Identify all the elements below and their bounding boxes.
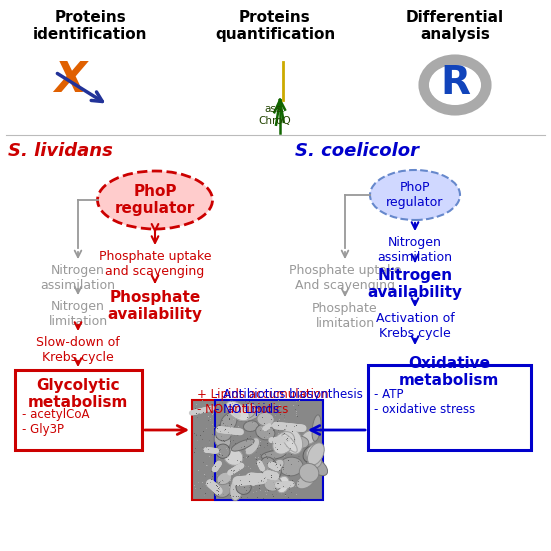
FancyBboxPatch shape	[215, 400, 323, 500]
Ellipse shape	[256, 424, 275, 440]
Ellipse shape	[301, 430, 317, 445]
Ellipse shape	[220, 413, 237, 431]
Ellipse shape	[216, 444, 230, 458]
Text: Proteins
quantification: Proteins quantification	[215, 10, 335, 42]
Ellipse shape	[283, 428, 302, 454]
Text: Nitrogen
limitation: Nitrogen limitation	[48, 300, 107, 328]
Ellipse shape	[244, 421, 258, 431]
Text: Activation of
Krebs cycle: Activation of Krebs cycle	[376, 312, 455, 340]
Ellipse shape	[234, 407, 261, 422]
Ellipse shape	[429, 65, 481, 105]
Ellipse shape	[307, 443, 324, 465]
Ellipse shape	[220, 421, 235, 435]
Ellipse shape	[271, 460, 284, 471]
Text: Glycolytic
metabolism: Glycolytic metabolism	[28, 378, 128, 410]
Ellipse shape	[231, 439, 254, 451]
Ellipse shape	[236, 479, 251, 494]
Ellipse shape	[305, 464, 319, 479]
Text: X: X	[54, 59, 86, 101]
Ellipse shape	[279, 457, 303, 476]
Ellipse shape	[303, 446, 317, 462]
Text: - ATP
- oxidative stress: - ATP - oxidative stress	[374, 388, 476, 416]
Ellipse shape	[296, 474, 315, 489]
Text: Nitrogen
availability: Nitrogen availability	[368, 268, 462, 300]
Text: S. coelicolor: S. coelicolor	[295, 142, 419, 160]
Text: ass.
ChroQ: ass. ChroQ	[258, 104, 291, 126]
Text: R: R	[440, 64, 470, 102]
Ellipse shape	[98, 171, 213, 229]
Ellipse shape	[257, 412, 274, 426]
Ellipse shape	[273, 431, 295, 454]
Text: + Lipids accumulation
- NO antibiotics: + Lipids accumulation - NO antibiotics	[197, 388, 328, 416]
Ellipse shape	[312, 415, 321, 441]
Ellipse shape	[268, 466, 282, 479]
Text: Slow-down of
Krebs cycle: Slow-down of Krebs cycle	[36, 336, 120, 364]
FancyBboxPatch shape	[192, 400, 300, 500]
Text: Differential
analysis: Differential analysis	[406, 10, 504, 42]
Ellipse shape	[224, 449, 243, 466]
Ellipse shape	[214, 432, 231, 449]
Text: Phosphate
limitation: Phosphate limitation	[312, 302, 378, 330]
Ellipse shape	[217, 472, 232, 485]
Ellipse shape	[282, 434, 297, 452]
Text: PhoP
regulator: PhoP regulator	[386, 181, 444, 209]
Ellipse shape	[260, 457, 278, 477]
Ellipse shape	[240, 403, 257, 419]
Ellipse shape	[294, 436, 309, 448]
Ellipse shape	[277, 476, 289, 493]
Text: Phosphate uptake
And scavenging: Phosphate uptake And scavenging	[289, 264, 401, 292]
Text: PhoP
regulator: PhoP regulator	[115, 184, 195, 216]
Text: Phosphate
availability: Phosphate availability	[107, 290, 203, 322]
Ellipse shape	[230, 478, 243, 500]
Text: - acetylCoA
- Gly3P: - acetylCoA - Gly3P	[22, 408, 89, 436]
Text: Nitrogen
assimilation: Nitrogen assimilation	[41, 264, 116, 292]
Text: Proteins
identification: Proteins identification	[33, 10, 147, 42]
Ellipse shape	[299, 463, 319, 482]
Text: Phosphate uptake
and scavenging: Phosphate uptake and scavenging	[99, 250, 211, 278]
Ellipse shape	[306, 445, 322, 460]
Ellipse shape	[245, 437, 260, 455]
Text: - Antibiotics biosynthesis
- NO Lipids: - Antibiotics biosynthesis - NO Lipids	[215, 388, 363, 416]
Text: Nitrogen
assimilation: Nitrogen assimilation	[377, 236, 452, 264]
Ellipse shape	[370, 170, 460, 220]
Ellipse shape	[312, 457, 322, 468]
Ellipse shape	[213, 480, 231, 498]
Ellipse shape	[264, 477, 282, 491]
Ellipse shape	[215, 424, 232, 441]
Ellipse shape	[226, 401, 249, 421]
Ellipse shape	[220, 422, 233, 435]
Ellipse shape	[306, 456, 328, 476]
Text: Oxidative
metabolism: Oxidative metabolism	[399, 356, 499, 388]
Ellipse shape	[261, 451, 286, 460]
Text: S. lividans: S. lividans	[8, 142, 113, 160]
